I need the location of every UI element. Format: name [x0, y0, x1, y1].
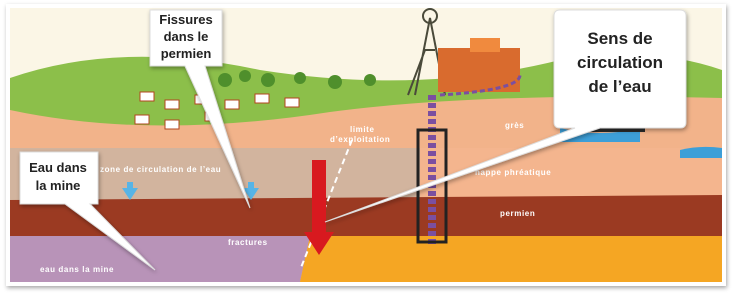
text-line: Sens de: [587, 29, 652, 48]
mine-water-label: eau dans la mine: [40, 265, 114, 274]
text-line: Eau dans: [29, 160, 87, 175]
callout-text: Fissures dans le permien: [159, 12, 212, 61]
text-line: limite: [350, 125, 375, 134]
text-line: permien: [161, 46, 212, 61]
sandstone-label: grès: [505, 121, 524, 130]
water-table-label: nappe phréatique: [475, 168, 551, 177]
text-line: Fissures: [159, 12, 212, 27]
text-line: circulation: [577, 53, 663, 72]
text-line: dans le: [164, 29, 209, 44]
text-line: d’exploitation: [330, 135, 390, 144]
text-line: la mine: [36, 178, 81, 193]
page: limited’exploitation zone de circulation…: [0, 0, 732, 293]
callout-text: Sens de circulation de l’eau: [577, 29, 663, 96]
permian-label: permien: [500, 209, 535, 218]
text-line: de l’eau: [588, 77, 651, 96]
diagram: limited’exploitation zone de circulation…: [0, 0, 732, 293]
zone-label: zone de circulation de l’eau: [100, 165, 221, 174]
fractures-label: fractures: [228, 238, 268, 247]
